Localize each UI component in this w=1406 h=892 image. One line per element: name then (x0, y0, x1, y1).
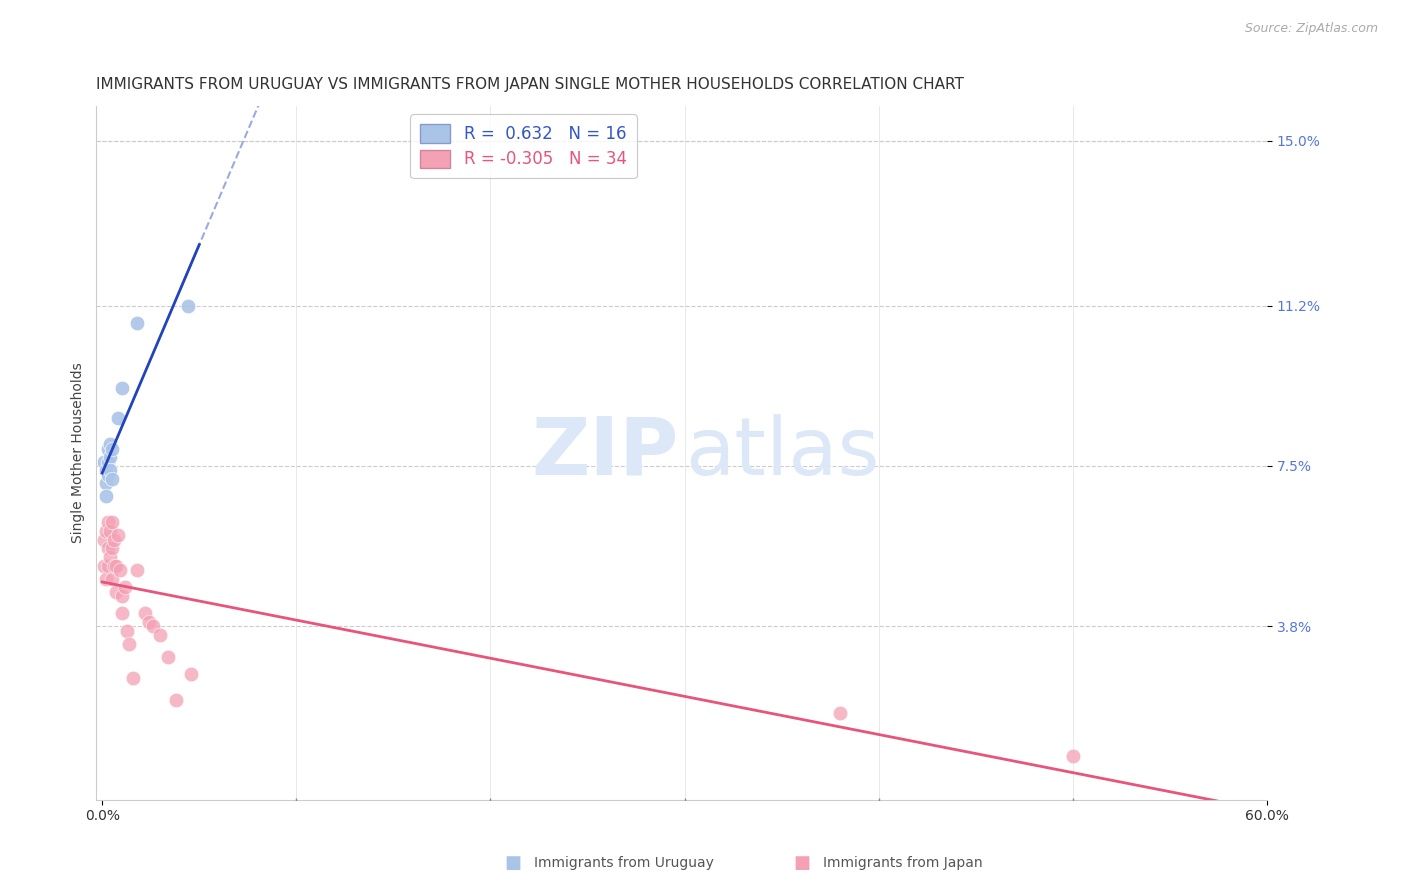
Text: ■: ■ (793, 855, 810, 872)
Point (94, 524, 117, 538)
Point (101, 472, 124, 486)
Point (94, 489, 117, 503)
Point (134, 607, 156, 621)
Legend: R =  0.632   N = 16, R = -0.305   N = 34: R = 0.632 N = 16, R = -0.305 N = 34 (411, 114, 637, 178)
Point (98, 463, 121, 477)
Text: Immigrants from Japan: Immigrants from Japan (823, 856, 983, 871)
Point (97, 558, 120, 573)
Point (103, 558, 125, 573)
Point (118, 637, 141, 651)
Point (97, 442, 120, 456)
Text: Immigrants from Uruguay: Immigrants from Uruguay (534, 856, 714, 871)
Point (157, 649, 180, 664)
Text: IMMIGRANTS FROM URUGUAY VS IMMIGRANTS FROM JAPAN SINGLE MOTHER HOUSEHOLDS CORREL: IMMIGRANTS FROM URUGUAY VS IMMIGRANTS FR… (97, 78, 965, 93)
Point (101, 572, 124, 586)
Point (101, 442, 124, 456)
Point (97, 467, 120, 482)
Point (110, 589, 132, 603)
Point (122, 672, 145, 686)
Point (93, 454, 115, 468)
Point (1062, 749, 1084, 764)
Point (828, 706, 851, 720)
Point (98, 450, 121, 465)
Point (98, 549, 121, 564)
Point (149, 628, 172, 642)
Point (180, 667, 202, 681)
Point (117, 624, 139, 638)
Point (97, 454, 120, 468)
Point (93, 533, 115, 547)
Text: ■: ■ (505, 855, 522, 872)
Point (97, 516, 120, 530)
Point (107, 528, 129, 542)
Text: Source: ZipAtlas.com: Source: ZipAtlas.com (1244, 22, 1378, 36)
Text: ZIP: ZIP (531, 414, 678, 491)
Point (94, 463, 117, 477)
Point (142, 619, 165, 633)
Point (110, 381, 132, 395)
Point (98, 437, 121, 451)
Point (94, 476, 117, 491)
Point (97, 541, 120, 556)
Point (127, 316, 149, 330)
Point (101, 541, 124, 556)
Point (107, 411, 129, 425)
Text: atlas: atlas (685, 414, 880, 491)
Point (104, 584, 127, 599)
Point (138, 615, 160, 629)
Point (127, 563, 149, 577)
Point (104, 558, 127, 573)
Point (98, 524, 121, 538)
Point (114, 580, 136, 594)
Point (176, 299, 198, 313)
Y-axis label: Single Mother Households: Single Mother Households (72, 362, 86, 543)
Point (93, 558, 115, 573)
Point (94, 572, 117, 586)
Point (103, 533, 125, 547)
Point (110, 607, 132, 621)
Point (101, 516, 124, 530)
Point (108, 563, 131, 577)
Point (165, 693, 187, 707)
